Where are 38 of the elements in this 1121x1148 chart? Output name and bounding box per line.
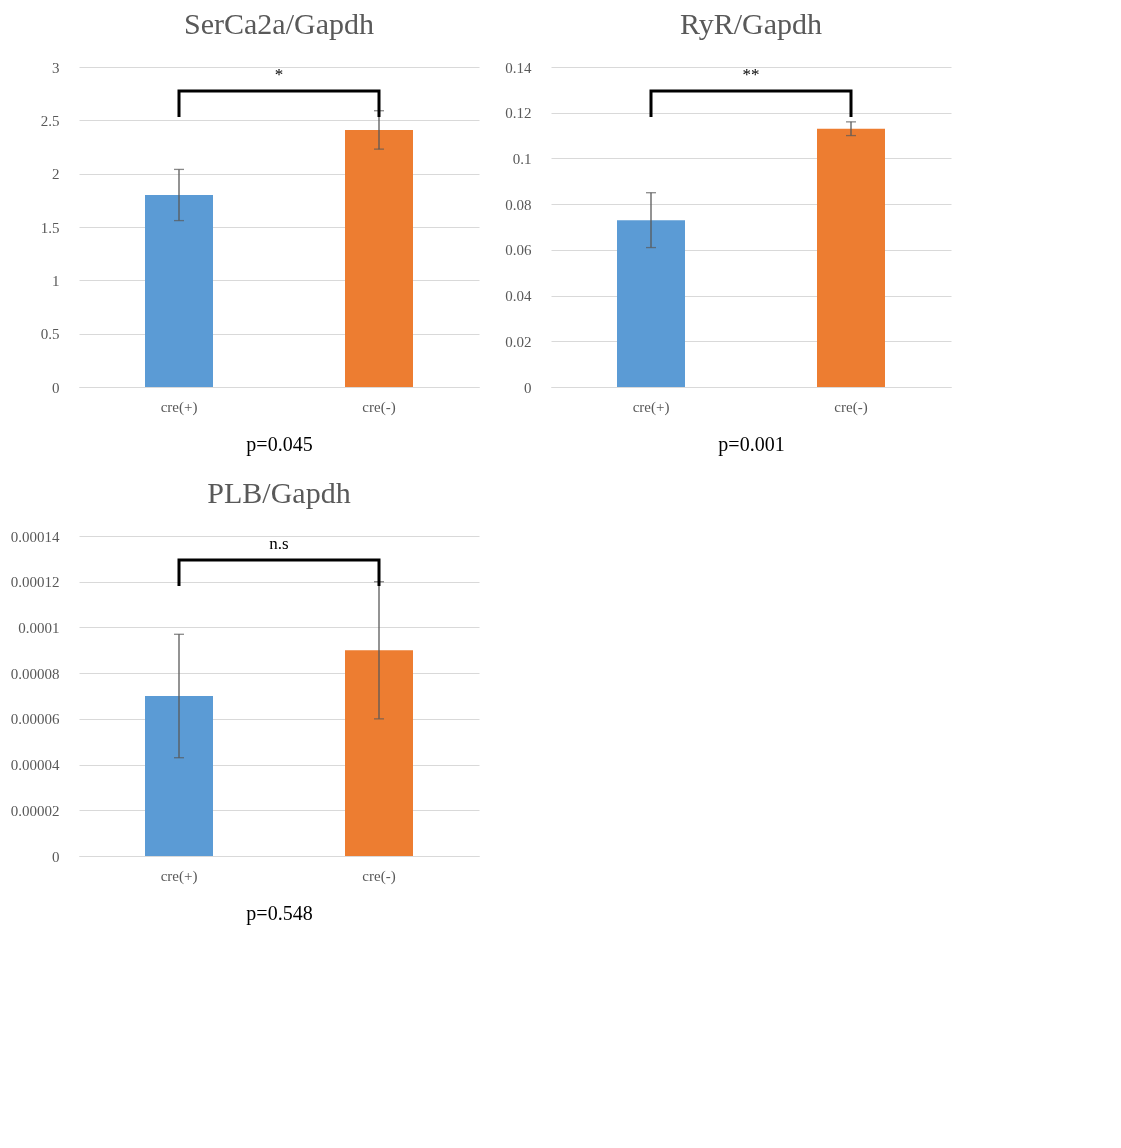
y-tick-label: 0: [52, 379, 60, 396]
y-tick-label: 0.00014: [10, 528, 60, 545]
y-tick-label: 0: [524, 379, 532, 396]
y-tick-label: 2.5: [40, 112, 60, 129]
y-tick-label: 0.00006: [10, 711, 60, 728]
x-tick-label: cre(-): [362, 867, 396, 885]
y-tick-label: 0.5: [40, 326, 60, 343]
chart-title: RyR/Gapdh: [679, 7, 823, 40]
y-tick-label: 0: [52, 848, 60, 865]
y-tick-label: 0.0001: [18, 619, 60, 636]
y-tick-label: 0.06: [505, 242, 532, 259]
y-tick-label: 0.00008: [10, 665, 60, 682]
y-tick-label: 0.02: [505, 333, 532, 350]
y-tick-label: 0.00002: [10, 802, 60, 819]
y-tick-label: 0.14: [505, 59, 532, 76]
y-tick-label: 1: [52, 272, 60, 289]
y-tick-label: 0.04: [505, 288, 532, 305]
x-tick-label: cre(-): [362, 398, 396, 416]
x-tick-label: cre(+): [632, 398, 670, 416]
x-tick-label: cre(+): [160, 867, 198, 885]
annotation: **: [742, 65, 760, 84]
text: p=0.001: [718, 432, 785, 456]
text: p=0.548: [246, 901, 313, 925]
annotation: n.s: [269, 534, 289, 553]
x-tick-label: cre(+): [160, 398, 198, 416]
annotation: *: [274, 65, 284, 84]
y-tick-label: 0.00004: [10, 757, 60, 774]
chart-title: PLB/Gapdh: [207, 476, 351, 509]
y-tick-label: 0.08: [505, 196, 532, 213]
y-tick-label: 0.12: [505, 105, 532, 122]
x-tick-label: cre(-): [834, 398, 868, 416]
y-tick-label: 3: [52, 59, 60, 76]
chart-title: SerCa2a/Gapdh: [184, 7, 374, 40]
y-tick-label: 2: [52, 166, 60, 183]
text: p=0.045: [246, 432, 313, 456]
y-tick-label: 0.00012: [10, 574, 60, 591]
y-tick-label: 1.5: [40, 219, 60, 236]
y-tick-label: 0.1: [512, 150, 532, 167]
